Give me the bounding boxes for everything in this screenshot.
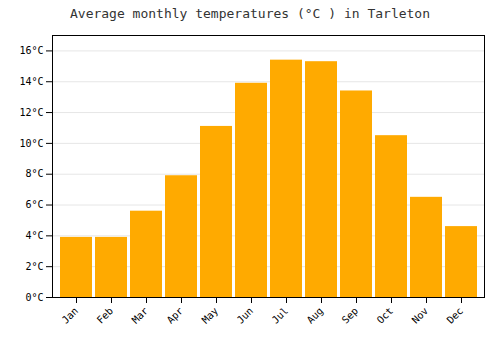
svg-text:8°C: 8°C — [25, 168, 43, 179]
svg-text:Nov: Nov — [410, 305, 431, 326]
svg-text:Jun: Jun — [235, 305, 256, 326]
svg-text:Apr: Apr — [165, 305, 186, 326]
html-text:Average monthly temperatures (: Average monthly temperatures (°C ) in Ta… — [70, 6, 430, 21]
svg-text:0°C: 0°C — [25, 292, 43, 303]
svg-text:Feb: Feb — [95, 305, 116, 326]
svg-text:12°C: 12°C — [19, 107, 43, 118]
svg-text:Aug: Aug — [305, 305, 326, 326]
svg-text:Oct: Oct — [375, 305, 396, 326]
svg-text:10°C: 10°C — [19, 138, 43, 149]
svg-text:Mar: Mar — [130, 305, 151, 326]
svg-text:4°C: 4°C — [25, 230, 43, 241]
svg-text:16°C: 16°C — [19, 45, 43, 56]
svg-text:6°C: 6°C — [25, 199, 43, 210]
svg-text:Sep: Sep — [340, 305, 361, 326]
svg-text:Jan: Jan — [60, 305, 81, 326]
svg-text:2°C: 2°C — [25, 261, 43, 272]
svg-text:14°C: 14°C — [19, 76, 43, 87]
svg-text:Dec: Dec — [445, 305, 466, 326]
svg-text:May: May — [200, 305, 221, 326]
svg-text:Jul: Jul — [270, 305, 291, 326]
